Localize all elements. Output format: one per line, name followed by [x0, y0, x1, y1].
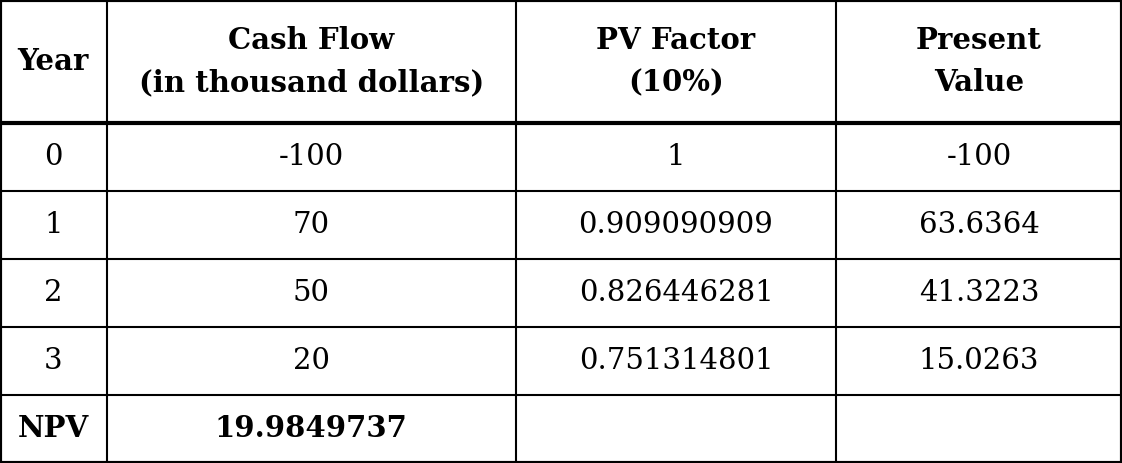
Text: NPV: NPV [18, 414, 89, 444]
Text: 0.751314801: 0.751314801 [579, 347, 773, 375]
Text: 1: 1 [666, 143, 686, 171]
Text: 0.826446281: 0.826446281 [579, 279, 773, 307]
Text: PV Factor: PV Factor [597, 25, 755, 55]
Text: Value: Value [934, 68, 1024, 97]
Text: 1: 1 [44, 211, 63, 239]
Text: 20: 20 [293, 347, 330, 375]
Text: 41.3223: 41.3223 [919, 279, 1039, 307]
Text: (10%): (10%) [628, 68, 724, 97]
Text: Cash Flow: Cash Flow [228, 25, 395, 55]
Text: 2: 2 [44, 279, 63, 307]
Text: 3: 3 [44, 347, 63, 375]
Text: 15.0263: 15.0263 [919, 347, 1039, 375]
Text: 0.909090909: 0.909090909 [579, 211, 773, 239]
Text: (in thousand dollars): (in thousand dollars) [139, 68, 484, 97]
Text: 63.6364: 63.6364 [919, 211, 1039, 239]
Text: 0: 0 [44, 143, 63, 171]
Text: 70: 70 [293, 211, 330, 239]
Text: Present: Present [916, 25, 1042, 55]
Text: 19.9849737: 19.9849737 [215, 414, 407, 444]
Text: 50: 50 [293, 279, 330, 307]
Text: Year: Year [18, 47, 89, 76]
Text: -100: -100 [278, 143, 344, 171]
Text: -100: -100 [946, 143, 1012, 171]
